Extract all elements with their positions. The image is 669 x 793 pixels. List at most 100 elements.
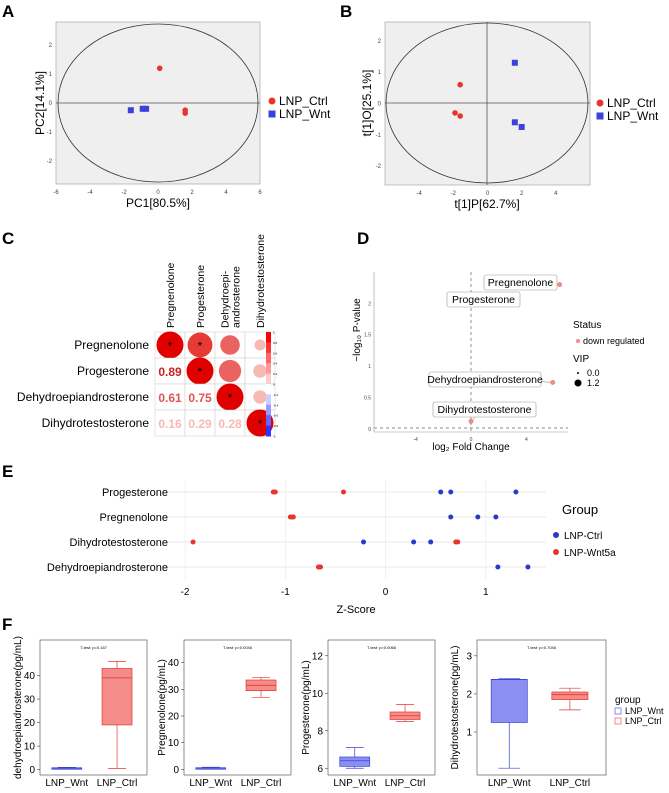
- y-tick-label: 1: [378, 70, 382, 76]
- x-tick-label: -4: [416, 191, 422, 197]
- y-tick-label: 0.5: [364, 395, 371, 401]
- correlation-matrix-c: Pregnenolone Progesterone Dehydroepiandros…: [17, 234, 279, 439]
- correlation-value: 0.89: [158, 365, 182, 379]
- category-label: Pregnenolone: [99, 512, 168, 524]
- x-tick-label: 0: [486, 191, 490, 197]
- y-tick-label: 2: [368, 301, 371, 307]
- category-label: Dehydroepiandrosterone: [47, 562, 168, 574]
- legend-label-ctrl-a: LNP_Ctrl: [279, 94, 328, 108]
- colorbar-tick-label: -0.2: [273, 393, 279, 397]
- x-tick-label: 6: [258, 190, 262, 196]
- zscore-point: [428, 539, 434, 545]
- x-axis-label-d: log₂ Fold Change: [432, 442, 510, 453]
- zscore-point: [455, 539, 461, 545]
- row-label: Pregnenolone: [74, 338, 149, 352]
- correlation-value: 0.16: [158, 417, 182, 431]
- box: [101, 668, 133, 726]
- correlation-value: 0.75: [188, 391, 212, 405]
- y-tick-label: -2: [47, 159, 53, 165]
- colorbar-segment: [266, 332, 271, 343]
- panel-label-f: F: [2, 615, 12, 634]
- column-label: Progesterone: [195, 265, 207, 328]
- box: [490, 679, 528, 723]
- box-plot-frame: [183, 639, 292, 776]
- zscore-point: [340, 489, 346, 495]
- legend-marker-wnt-f: [614, 707, 622, 715]
- x-tick-label: LNP_Wnt: [333, 778, 376, 788]
- x-tick-label: 2: [190, 190, 194, 196]
- y-tick-label: -2: [376, 164, 382, 170]
- box-plot-frame: [327, 639, 436, 776]
- zscore-point: [411, 539, 417, 545]
- legend-label-wnt-f: LNP_Wnt: [625, 706, 664, 716]
- significance-star: *: [198, 339, 203, 353]
- colorbar-tick-label: -1: [273, 435, 276, 439]
- panel-label-d: D: [357, 229, 369, 248]
- legend-vip-marker-large-d: [574, 379, 582, 387]
- point-label: Dehydroepiandrosterone: [427, 374, 543, 386]
- y-tick-label: 1: [49, 72, 53, 78]
- label-box: [446, 291, 521, 308]
- correlation-circle: [186, 357, 214, 385]
- volcano-point: [557, 282, 563, 287]
- zscore-point: [513, 489, 519, 495]
- zscore-point: [448, 514, 454, 520]
- point-ctrl: [452, 110, 458, 116]
- x-tick-label: LNP_Wnt: [45, 778, 88, 788]
- x-tick-label: 0: [470, 437, 473, 443]
- colorbar-tick-label: 0.6: [273, 351, 278, 355]
- legend-label-wnt-a: LNP_Wnt: [279, 107, 331, 121]
- y-tick-label: -1: [47, 130, 53, 136]
- zscore-point: [317, 564, 323, 570]
- legend-vip-title-d: VIP: [573, 354, 589, 365]
- colorbar-tick-label: 1: [273, 331, 275, 335]
- y-tick-label: 1: [368, 364, 371, 370]
- correlation-circle: [254, 339, 266, 351]
- point-wnt: [511, 59, 518, 66]
- zscore-point: [272, 489, 278, 495]
- category-label: Dihydrotestosterone: [70, 537, 168, 549]
- x-axis-label-e: Z-Score: [336, 604, 375, 616]
- zscore-point: [438, 489, 444, 495]
- panel-label-e: E: [2, 462, 13, 481]
- point-ctrl: [182, 110, 188, 116]
- y-axis-label-d: −log₁₀ P-value: [352, 298, 363, 362]
- zscore-point: [475, 514, 481, 520]
- colorbar-tick-label: 0.8: [273, 341, 278, 345]
- significance-star: *: [228, 391, 233, 405]
- legend-vip-label-large-d: 1.2: [587, 378, 600, 388]
- row-label: Progesterone: [77, 364, 149, 378]
- correlation-circle: [218, 359, 242, 383]
- y-tick-label: 30: [24, 695, 36, 706]
- x-tick-label: 0: [383, 587, 389, 598]
- colorbar-segment: [266, 352, 271, 364]
- y-axis-label: Dihydrotestosterone(pg/mL): [450, 646, 461, 770]
- heatmap-cell: [154, 409, 186, 437]
- y-axis-label-b: t[1]O[25.1%]: [360, 70, 374, 137]
- y-tick-label: 12: [312, 651, 324, 662]
- x-tick-label: 4: [525, 437, 528, 443]
- y-tick-label: 10: [168, 738, 180, 749]
- volcano-point: [468, 418, 474, 424]
- y-tick-label: 40: [24, 671, 36, 682]
- x-tick-label: -4: [413, 437, 418, 443]
- panel-label-c: C: [2, 229, 14, 248]
- point-wnt: [127, 107, 134, 114]
- x-tick-label: LNP_Wnt: [488, 778, 531, 788]
- box: [339, 756, 371, 767]
- zscore-point: [448, 489, 454, 495]
- x-axis-label-b: t[1]P[62.7%]: [454, 197, 519, 211]
- legend-marker-ctrl-f: [614, 717, 622, 725]
- panel-label-b: B: [340, 2, 352, 21]
- colorbar-segment: [266, 415, 271, 427]
- correlation-circle: [156, 331, 184, 359]
- box: [551, 691, 589, 700]
- correlation-circle: [253, 390, 267, 404]
- point-wnt: [139, 105, 146, 112]
- y-tick-label: 0: [378, 102, 382, 108]
- zscore-dot-plot-e: -2 -1 0 1 Progesterone Pregnenolone Dihydrotes…: [47, 480, 616, 616]
- legend-title-f: group: [615, 695, 641, 706]
- heatmap-cell: [154, 383, 186, 411]
- point-label: Progesterone: [452, 294, 515, 306]
